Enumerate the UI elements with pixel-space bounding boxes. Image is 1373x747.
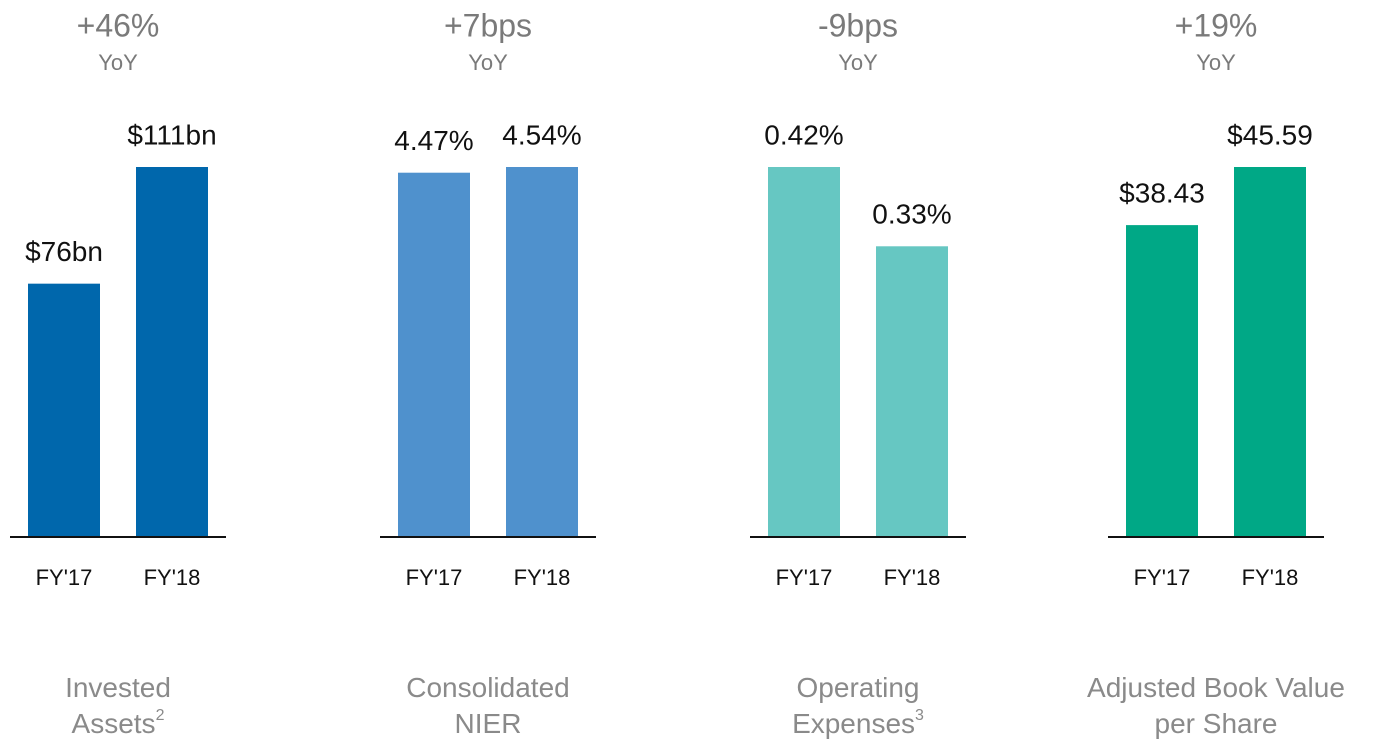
panel-title: +46% xyxy=(77,7,160,43)
category-label: FY'18 xyxy=(514,565,571,590)
footnote-mark: 3 xyxy=(915,707,924,724)
panel-title: +7bps xyxy=(444,7,532,43)
bar xyxy=(136,167,208,537)
category-label: FY'17 xyxy=(36,565,93,590)
value-label: 0.42% xyxy=(764,119,843,150)
bar xyxy=(1234,167,1306,537)
caption: Consolidated xyxy=(406,672,569,703)
caption: Operating xyxy=(797,672,920,703)
caption: NIER xyxy=(455,708,522,739)
caption-line: per Share xyxy=(1155,708,1278,739)
bar xyxy=(398,172,470,538)
caption: Adjusted Book Value xyxy=(1087,672,1345,703)
bar xyxy=(28,283,100,537)
category-label: FY'17 xyxy=(406,565,463,590)
value-label: $111bn xyxy=(127,119,216,150)
panel-subtitle: YoY xyxy=(838,50,878,75)
caption: Assets2 xyxy=(72,707,165,739)
category-label: FY'17 xyxy=(1134,565,1191,590)
caption-line: Consolidated xyxy=(406,672,569,703)
value-label: $76bn xyxy=(25,236,103,267)
bar xyxy=(506,167,578,537)
panel-title: -9bps xyxy=(818,7,898,43)
category-label: FY'18 xyxy=(884,565,941,590)
bar xyxy=(768,167,840,537)
bar xyxy=(1126,225,1198,537)
panel-subtitle: YoY xyxy=(98,50,138,75)
caption: Expenses3 xyxy=(792,707,924,739)
category-label: FY'18 xyxy=(144,565,201,590)
caption: Invested xyxy=(65,672,171,703)
caption-line: Operating xyxy=(797,672,920,703)
caption: per Share xyxy=(1155,708,1278,739)
bar xyxy=(876,246,948,538)
panel-subtitle: YoY xyxy=(468,50,508,75)
category-label: FY'18 xyxy=(1242,565,1299,590)
panel-title: +19% xyxy=(1175,7,1258,43)
value-label: 0.33% xyxy=(872,199,951,230)
category-label: FY'17 xyxy=(776,565,833,590)
caption-line: Adjusted Book Value xyxy=(1087,672,1345,703)
value-label: 4.54% xyxy=(502,119,581,150)
caption-line: NIER xyxy=(455,708,522,739)
caption-line: Assets xyxy=(72,708,156,739)
value-label: $45.59 xyxy=(1227,119,1313,150)
footnote-mark: 2 xyxy=(156,707,165,724)
value-label: $38.43 xyxy=(1119,177,1205,208)
caption-line: Expenses xyxy=(792,708,915,739)
panel-subtitle: YoY xyxy=(1196,50,1236,75)
caption-line: Invested xyxy=(65,672,171,703)
value-label: 4.47% xyxy=(394,125,473,156)
